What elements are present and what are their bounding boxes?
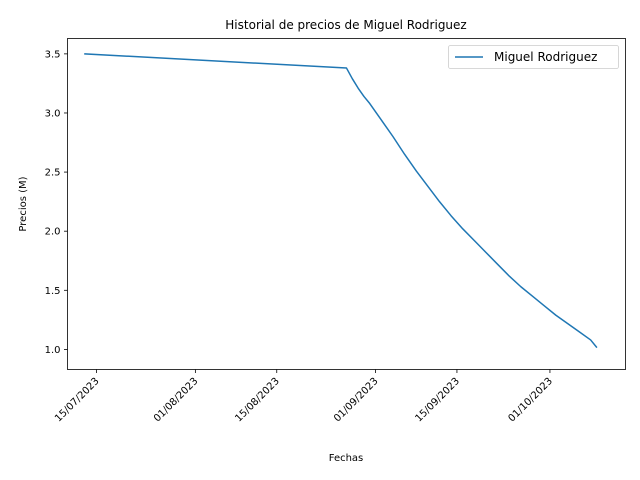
x-tick-label: 15/07/2023 [53,376,102,425]
series-line-miguel-rodriguez [84,53,598,349]
x-axis-label: Fechas [329,453,364,464]
y-tick-label: 3.5 [45,49,61,60]
y-axis-label: Precios (M) [18,176,29,231]
legend-frame [448,45,619,69]
plot-frame [67,38,626,370]
x-axis: 15/07/2023 01/08/2023 15/08/2023 01/09/2023… [53,369,556,425]
x-tick-label: 01/10/2023 [507,376,556,425]
x-tick-label: 15/08/2023 [233,376,282,425]
chart-title: Historial de precios de Miguel Rodriguez [225,18,466,32]
y-tick-label: 3.0 [45,108,61,119]
plot-area [84,53,598,349]
legend: Miguel Rodriguez [448,45,619,69]
x-tick-label: 01/08/2023 [152,376,201,425]
y-tick-label: 2.5 [45,168,61,179]
y-axis: 1.0 1.5 2.0 2.5 3.0 3.5 [45,49,68,356]
y-tick-label: 2.0 [45,227,61,238]
x-tick-label: 01/09/2023 [332,376,381,425]
y-tick-label: 1.0 [45,345,61,356]
y-tick-label: 1.5 [45,286,61,297]
x-tick-label: 15/09/2023 [414,376,463,425]
legend-entry-miguel-rodriguez: Miguel Rodriguez [494,50,597,64]
